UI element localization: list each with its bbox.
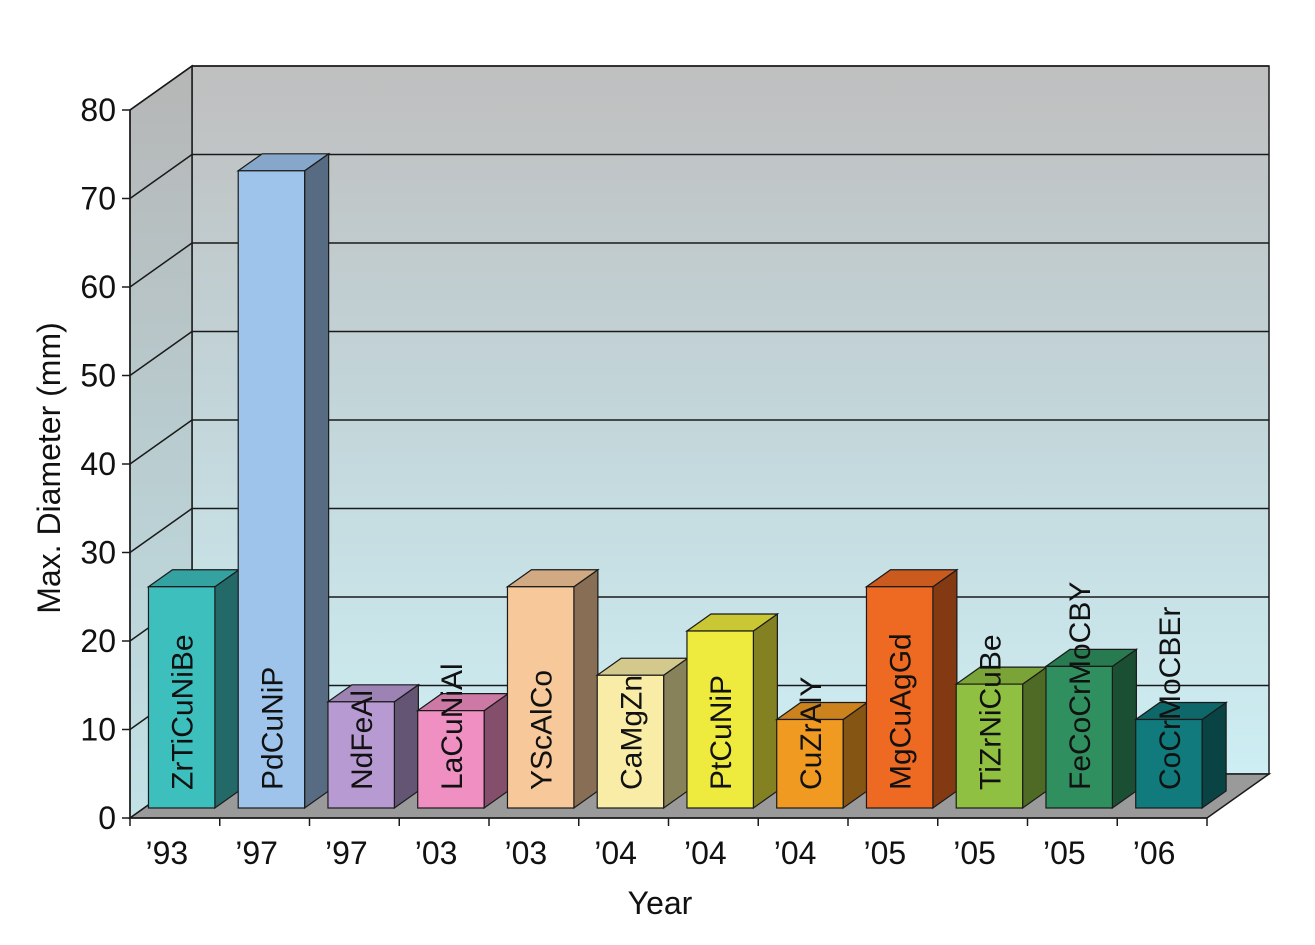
y-tick-label: 30 xyxy=(80,535,116,571)
x-tick-label: ’04 xyxy=(594,835,637,871)
bar-front xyxy=(327,701,395,809)
y-tick-label: 50 xyxy=(80,358,116,394)
bar-1: ZrTiCuNiBe xyxy=(146,568,241,810)
y-tick-label: 0 xyxy=(98,800,116,836)
bars: ZrTiCuNiBe PdCuNiP NdFeAl LaCuNiAl YScAlCo Ca… xyxy=(146,152,1229,810)
bar-3: NdFeAl xyxy=(326,683,421,810)
bar-side xyxy=(483,692,509,810)
x-tick-label: ’97 xyxy=(235,835,278,871)
bar-side xyxy=(1201,701,1227,810)
bar-front xyxy=(596,674,665,809)
bar-11: FeCoCrMoCBY xyxy=(1044,582,1139,810)
bar-front xyxy=(506,586,575,809)
y-tick-label: 70 xyxy=(80,181,116,217)
x-tick-label: ’93 xyxy=(146,835,189,871)
y-tick-labels: 0 10 20 30 40 50 60 70 80 xyxy=(80,92,116,836)
x-tick-label: ’05 xyxy=(864,835,907,871)
gridline-side xyxy=(129,242,193,288)
bar-front xyxy=(147,586,216,809)
y-tick-label: 20 xyxy=(80,623,116,659)
y-tick-label: 10 xyxy=(80,712,116,748)
bar-front xyxy=(417,710,485,809)
bar-label: YScAlCo xyxy=(526,670,559,790)
bar-5: YScAlCo xyxy=(505,568,600,810)
x-tick-label: ’04 xyxy=(774,835,817,871)
bar-front xyxy=(686,630,754,809)
bar-label: PtCuNiP xyxy=(705,675,738,790)
bar-4: LaCuNiAl xyxy=(415,663,511,810)
x-tick-label: ’05 xyxy=(1043,835,1086,871)
x-tick-label: ’97 xyxy=(325,835,368,871)
x-tick-label: ’03 xyxy=(415,835,458,871)
bar-side xyxy=(214,568,240,810)
bar-7: PtCuNiP xyxy=(685,612,780,810)
bar-side xyxy=(932,568,958,810)
y-tick-label: 40 xyxy=(80,446,116,482)
bar-label: MgCuAgGd xyxy=(885,633,918,790)
bar-side xyxy=(663,657,689,810)
gridline-side xyxy=(129,507,193,554)
bar-label: PdCuNiP xyxy=(256,667,289,790)
bar-label: CoCrMoCBEr xyxy=(1154,607,1187,790)
bar-2: PdCuNiP xyxy=(236,152,331,810)
bar-front xyxy=(1045,665,1113,809)
y-axis-title: Max. Diameter (mm) xyxy=(31,322,67,614)
bar-side xyxy=(752,612,778,810)
x-tick-labels: ’93 ’97 ’97 ’03 ’03 ’04 ’04 ’04 ’05 ’05 ’05 ’06 xyxy=(129,818,1208,871)
x-tick-label: ’03 xyxy=(505,835,548,871)
bar-side xyxy=(842,701,868,810)
x-tick-label: ’04 xyxy=(684,835,727,871)
x-axis-title: Year xyxy=(628,885,693,921)
bar-side xyxy=(1022,665,1048,810)
bar-6: CaMgZn xyxy=(595,657,690,810)
gridline-side xyxy=(129,330,193,377)
bar-side xyxy=(304,152,330,810)
bar-10: TiZrNiCuBe xyxy=(954,634,1049,810)
bar-8: CuZrAlY xyxy=(774,677,870,810)
bar-label: CuZrAlY xyxy=(795,677,828,790)
x-tick-label: ’05 xyxy=(953,835,996,871)
bar-label: NdFeAl xyxy=(346,690,379,790)
bar-label: TiZrNiCuBe xyxy=(974,634,1007,790)
gridline-side xyxy=(129,153,193,200)
bar-front xyxy=(237,170,306,809)
gridline-side xyxy=(129,419,193,465)
gridline-side xyxy=(129,65,193,111)
bar-12: CoCrMoCBEr xyxy=(1133,607,1229,810)
bar-label: CaMgZn xyxy=(615,675,648,790)
bar-label: FeCoCrMoCBY xyxy=(1064,582,1097,790)
y-tick-label: 80 xyxy=(80,92,116,128)
bar-front xyxy=(1135,718,1203,809)
bar-front xyxy=(955,683,1024,809)
bar-9: MgCuAgGd xyxy=(864,568,959,810)
bar-front xyxy=(865,586,934,809)
bar-side xyxy=(573,568,599,810)
bar-front xyxy=(776,718,844,809)
bar-side xyxy=(393,683,419,810)
x-tick-label: ’06 xyxy=(1133,835,1176,871)
bar-label: LaCuNiAl xyxy=(436,663,469,790)
y-tick-label: 60 xyxy=(80,269,116,305)
bar-side xyxy=(1111,648,1137,810)
bar-label: ZrTiCuNiBe xyxy=(167,634,200,790)
